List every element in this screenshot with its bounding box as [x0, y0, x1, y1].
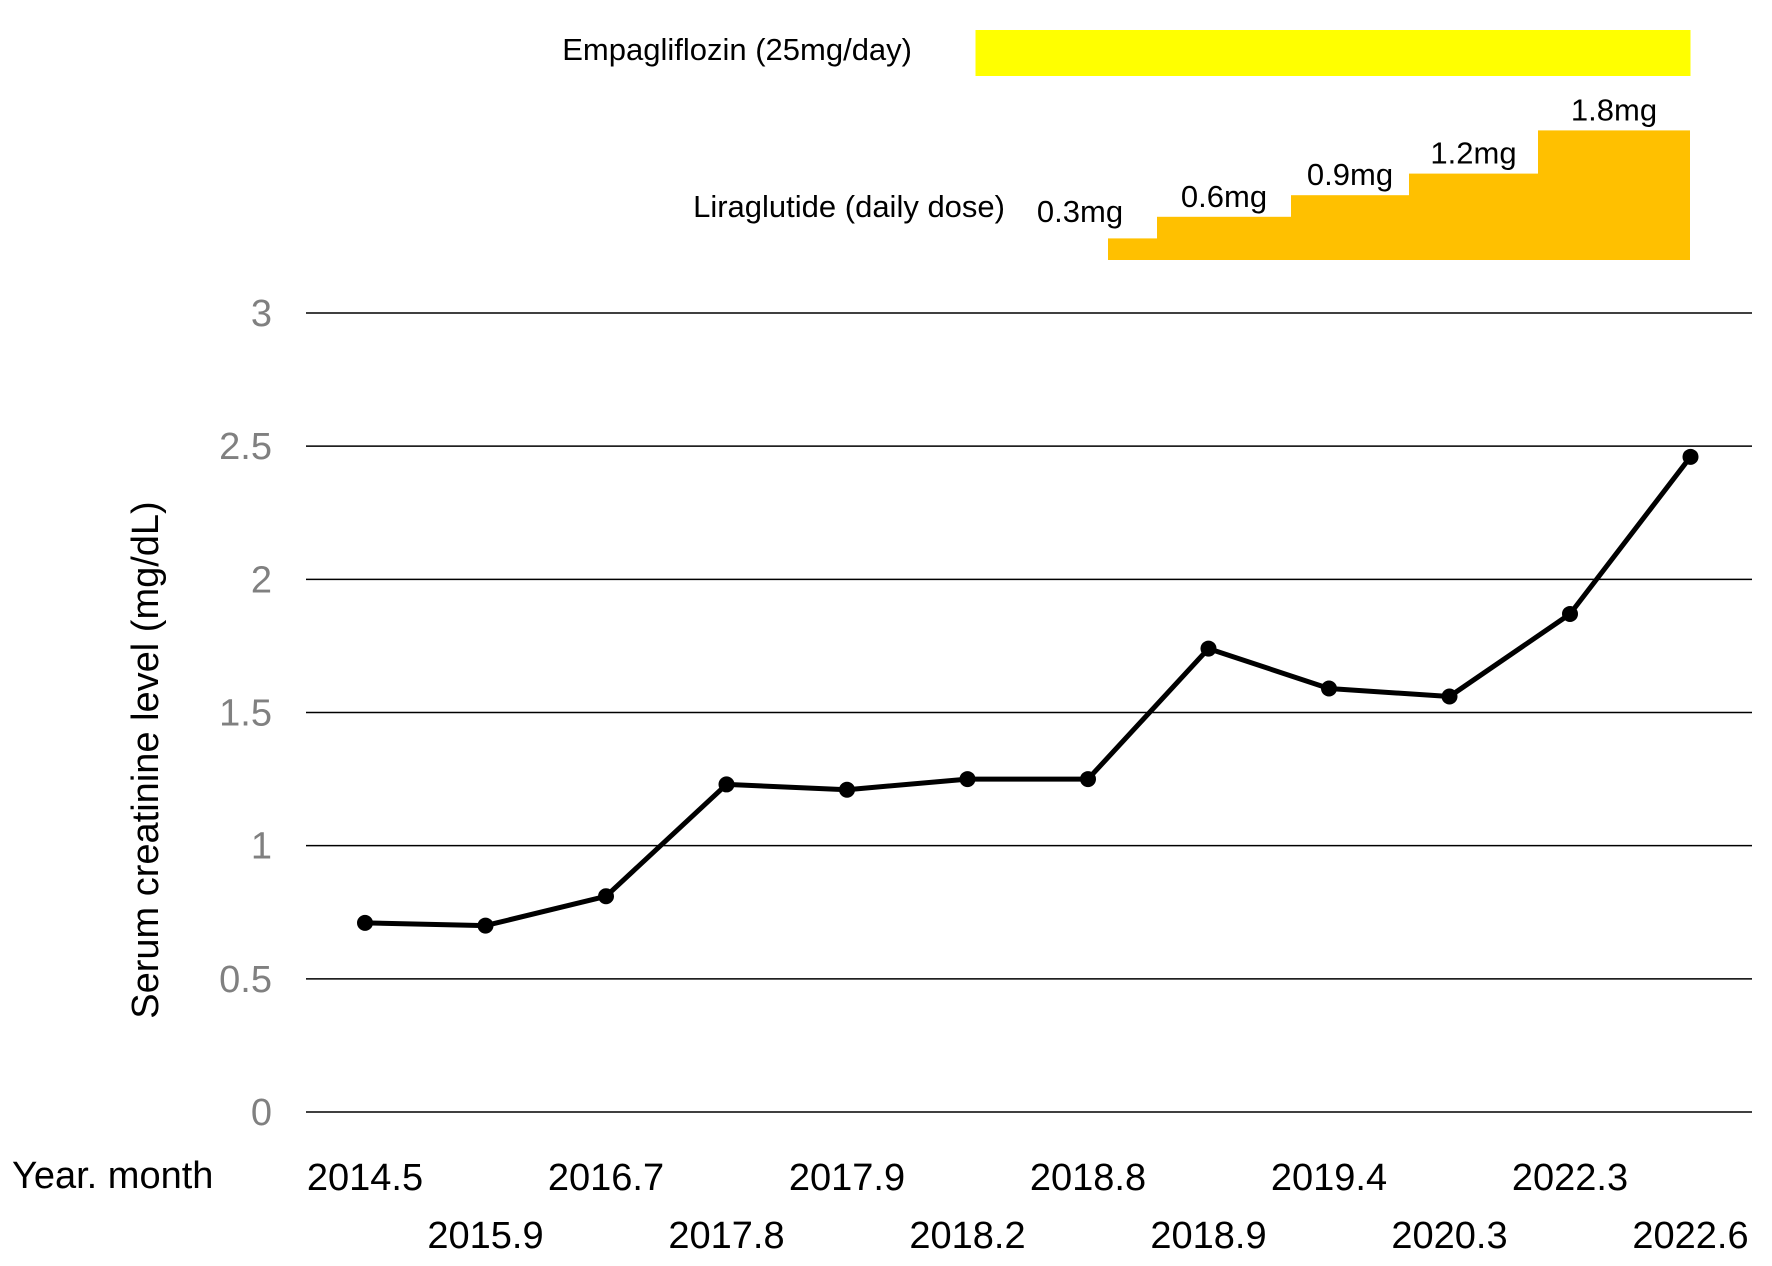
- y-axis-title: Serum creatinine level (mg/dL): [125, 501, 167, 1018]
- y-tick-label: 2.5: [219, 426, 272, 468]
- liraglutide-step: [1108, 238, 1157, 260]
- liraglutide-step: [1291, 195, 1409, 260]
- x-tick-label: 2017.9: [789, 1157, 905, 1199]
- data-point: [1682, 448, 1699, 465]
- liraglutide-steps: 0.3mg 0.6mg 0.9mg 1.2mg 1.8mg: [1037, 92, 1690, 260]
- x-tick-label: 2018.9: [1150, 1215, 1266, 1257]
- liraglutide-step: [1538, 130, 1690, 260]
- y-tick-labels: 0 0.5 1 1.5 2 2.5 3: [219, 293, 272, 1134]
- x-tick-label: 2017.8: [668, 1215, 784, 1257]
- liraglutide-step: [1409, 173, 1538, 260]
- x-tick-label: 2019.4: [1271, 1157, 1387, 1199]
- series-group: [357, 448, 1699, 934]
- data-point: [959, 771, 976, 788]
- x-tick-label: 2020.3: [1391, 1215, 1507, 1257]
- x-tick-label: 2014.5: [307, 1157, 423, 1199]
- treatment-annotations: Empagliflozin (25mg/day) Liraglutide (da…: [562, 30, 1691, 260]
- series-line: [364, 455, 1693, 929]
- data-point: [1562, 605, 1578, 622]
- liraglutide-step: [1157, 216, 1291, 260]
- x-axis-title: Year. month: [12, 1155, 213, 1197]
- y-tick-label: 0.5: [219, 959, 272, 1001]
- gridlines: [306, 312, 1752, 1113]
- data-point: [477, 917, 494, 934]
- x-tick-label: 2016.7: [548, 1157, 664, 1199]
- x-tick-label: 2018.8: [1030, 1157, 1146, 1199]
- x-tick-label: 2022.6: [1632, 1215, 1748, 1257]
- data-point: [718, 776, 735, 793]
- empagliflozin-bar: [975, 30, 1691, 76]
- data-point: [1321, 680, 1337, 697]
- x-tick-labels: 2014.52015.92016.72017.82017.92018.22018…: [307, 1157, 1749, 1257]
- x-tick-label: 2018.2: [909, 1215, 1025, 1257]
- liraglutide-dose-label: 0.6mg: [1181, 179, 1267, 214]
- liraglutide-dose-label: 1.8mg: [1571, 92, 1657, 127]
- y-tick-label: 1: [251, 826, 272, 868]
- x-tick-label: 2022.3: [1512, 1157, 1628, 1199]
- x-tick-label: 2015.9: [427, 1215, 543, 1257]
- data-point: [1200, 640, 1217, 657]
- data-point: [1441, 688, 1458, 705]
- data-point: [598, 888, 614, 905]
- y-tick-label: 2: [251, 559, 272, 601]
- data-point: [1080, 771, 1096, 788]
- liraglutide-dose-label: 0.3mg: [1037, 194, 1123, 229]
- y-tick-label: 3: [251, 293, 272, 335]
- liraglutide-dose-label: 0.9mg: [1307, 157, 1393, 192]
- data-point: [357, 914, 373, 931]
- data-point: [839, 781, 855, 798]
- y-tick-label: 0: [251, 1092, 272, 1134]
- y-tick-label: 1.5: [219, 693, 272, 735]
- liraglutide-dose-label: 1.2mg: [1430, 136, 1516, 171]
- empagliflozin-label: Empagliflozin (25mg/day): [562, 32, 912, 67]
- liraglutide-label: Liraglutide (daily dose): [693, 189, 1005, 224]
